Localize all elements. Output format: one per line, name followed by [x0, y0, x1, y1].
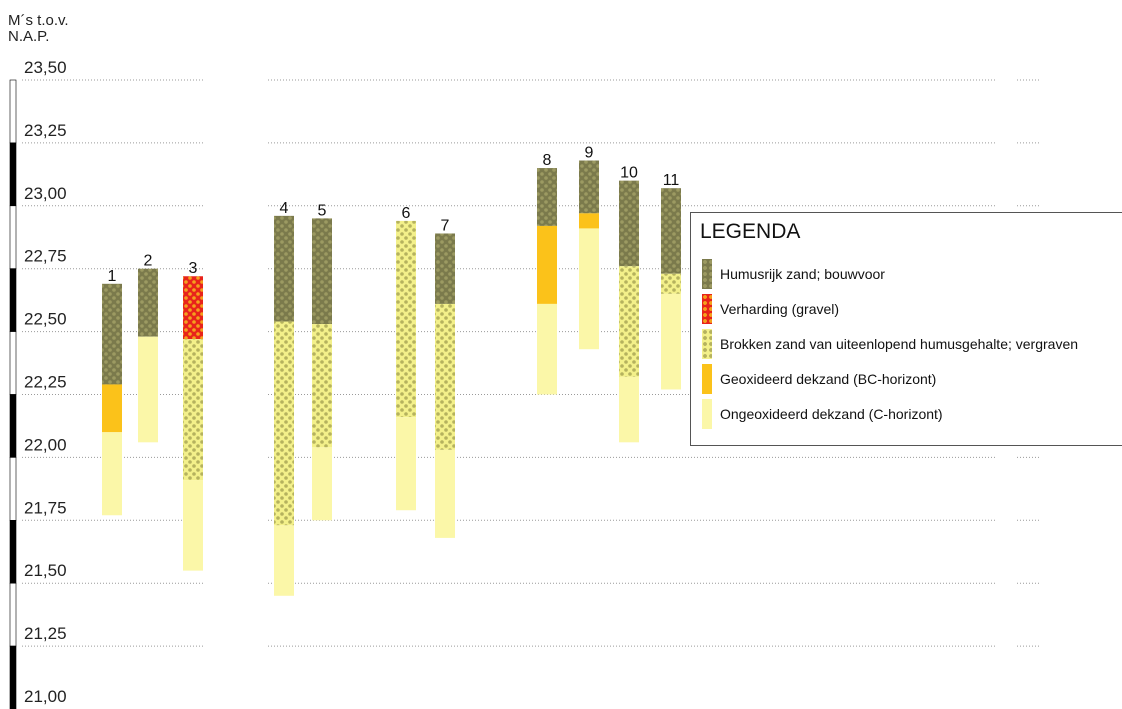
legend: LEGENDA Humusrijk zand; bouwvoor Verhardi…: [690, 212, 1122, 446]
y-tick-label: 23,25: [24, 121, 67, 140]
profile-label: 11: [663, 172, 680, 189]
soil-profiles: 1 2 3 4 5 6 7 8 9 10 11: [102, 145, 681, 596]
y-tick-label: 21,75: [24, 498, 67, 517]
profile-11: 11: [661, 172, 681, 390]
layer-bc: [579, 213, 599, 229]
profile-6: 6: [396, 205, 416, 511]
y-tick-label: 22,75: [24, 247, 67, 266]
y-tick-label: 23,50: [24, 58, 67, 77]
legend-label: Ongeoxideerd dekzand (C-horizont): [720, 406, 943, 422]
y-tick-label: 21,00: [24, 687, 67, 706]
scale-bar-segment: [9, 79, 17, 144]
layer-humus: [619, 180, 639, 267]
layer-c: [138, 336, 158, 443]
vertical-scale-bar: [9, 79, 17, 709]
layer-humus: [274, 215, 294, 322]
layer-humus: [661, 188, 681, 274]
profile-label: 10: [620, 165, 638, 182]
scale-bar-segment: [9, 142, 17, 207]
layer-humus: [138, 268, 158, 337]
layer-humus: [579, 160, 599, 214]
layer-humus: [435, 233, 455, 304]
legend-swatch: [702, 259, 712, 289]
y-tick-label: 22,25: [24, 373, 67, 392]
profile-label: 1: [108, 268, 117, 285]
y-tick-labels: 23,50 23,25 23,00 22,75 22,50 22,25 22,00 21,75…: [24, 58, 67, 706]
legend-title: LEGENDA: [700, 220, 801, 243]
scale-bar-segment: [9, 582, 17, 647]
profile-label: 2: [144, 253, 153, 270]
legend-swatch: [702, 364, 712, 394]
legend-swatch: [702, 329, 712, 359]
layer-mixed: [312, 324, 332, 448]
layer-humus: [102, 283, 122, 385]
legend-swatch: [702, 399, 712, 429]
layer-c: [102, 432, 122, 516]
scale-bar-segment: [9, 331, 17, 395]
profile-label: 7: [441, 217, 450, 234]
scale-bar-segment: [9, 268, 17, 332]
profile-7: 7: [435, 217, 455, 538]
y-tick-label: 22,50: [24, 310, 67, 329]
profile-label: 5: [318, 202, 327, 219]
layer-c: [396, 417, 416, 511]
scale-bar-segment: [9, 645, 17, 709]
profile-label: 3: [189, 260, 198, 277]
axis-unit-label-line1: M´s t.o.v.: [8, 12, 69, 29]
y-tick-label: 21,50: [24, 561, 67, 580]
legend-label: Geoxideerd dekzand (BC-horizont): [720, 371, 937, 387]
profile-9: 9: [579, 145, 599, 350]
layer-c: [183, 480, 203, 571]
profile-3: 3: [183, 260, 203, 571]
layer-mixed: [435, 303, 455, 450]
legend-label: Verharding (gravel): [720, 301, 840, 317]
y-tick-label: 23,00: [24, 184, 67, 203]
scale-bar-segment: [9, 457, 17, 521]
profile-label: 6: [402, 205, 411, 222]
layer-humus: [537, 168, 557, 226]
layer-mixed: [619, 266, 639, 377]
layer-c: [435, 449, 455, 538]
layer-c: [661, 293, 681, 390]
layer-humus: [312, 218, 332, 325]
y-tick-label: 21,25: [24, 624, 67, 643]
profile-label: 8: [543, 152, 552, 169]
scale-bar-segment: [9, 205, 17, 270]
y-tick-label: 22,00: [24, 435, 67, 454]
layer-mixed: [183, 339, 203, 481]
legend-label: Humusrijk zand; bouwvoor: [720, 266, 885, 282]
legend-swatch: [702, 294, 712, 324]
layer-c: [619, 376, 639, 443]
legend-label: Brokken zand van uiteenlopend humusgehal…: [720, 336, 1079, 352]
layer-mixed: [396, 220, 416, 418]
scale-bar-segment: [9, 394, 17, 458]
profile-10: 10: [619, 165, 639, 443]
layer-bc: [537, 225, 557, 304]
profile-5: 5: [312, 202, 332, 521]
layer-mixed: [661, 273, 681, 294]
layer-gravel: [183, 276, 203, 340]
profile-2: 2: [138, 253, 158, 443]
profile-label: 4: [280, 200, 289, 217]
layer-mixed: [274, 321, 294, 526]
profile-1: 1: [102, 268, 122, 516]
profile-8: 8: [537, 152, 557, 395]
profile-4: 4: [274, 200, 294, 596]
layer-c: [312, 447, 332, 521]
profile-label: 9: [585, 145, 594, 162]
layer-c: [579, 228, 599, 350]
layer-c: [274, 525, 294, 596]
scale-bar-segment: [9, 519, 17, 584]
layer-bc: [102, 384, 122, 433]
layer-c: [537, 303, 557, 395]
axis-unit-label-line2: N.A.P.: [8, 28, 50, 45]
